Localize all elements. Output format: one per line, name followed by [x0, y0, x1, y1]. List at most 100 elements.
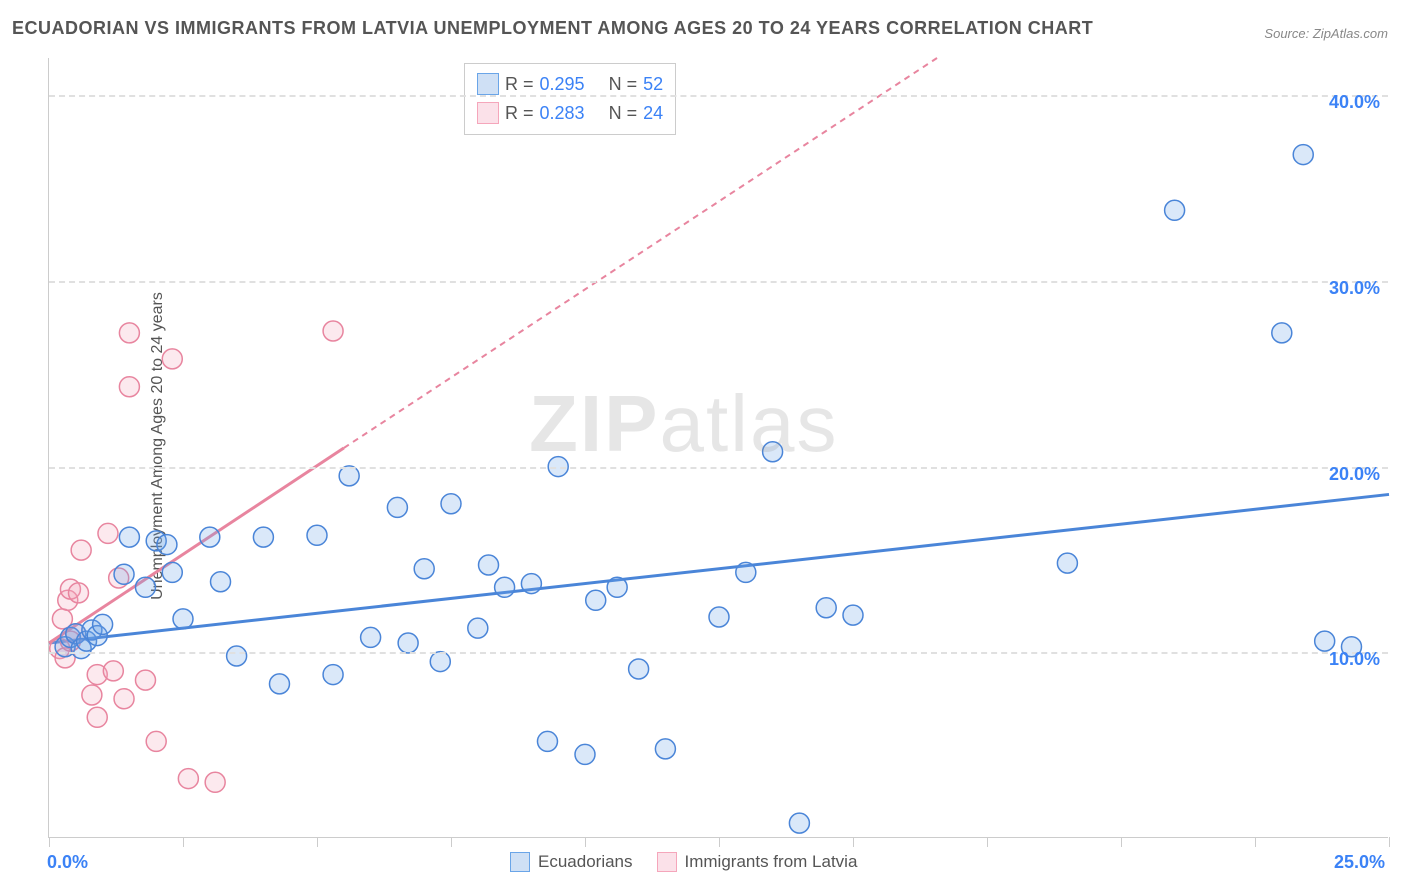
- data-point: [114, 689, 134, 709]
- y-tick-label: 20.0%: [1329, 464, 1380, 485]
- data-point: [655, 739, 675, 759]
- data-point: [119, 527, 139, 547]
- data-point: [269, 674, 289, 694]
- data-point: [323, 321, 343, 341]
- grid-line: [49, 652, 1388, 654]
- data-point: [135, 670, 155, 690]
- data-point: [441, 494, 461, 514]
- x-tick: [585, 837, 586, 847]
- data-point: [103, 661, 123, 681]
- data-point: [843, 605, 863, 625]
- grid-line: [49, 95, 1388, 97]
- data-point: [468, 618, 488, 638]
- data-point: [307, 525, 327, 545]
- data-point: [205, 772, 225, 792]
- x-tick: [1121, 837, 1122, 847]
- data-point: [178, 769, 198, 789]
- data-point: [98, 523, 118, 543]
- legend-swatch-pink-2: [657, 852, 677, 872]
- correlation-legend: R = 0.295 N = 52 R = 0.283 N = 24: [464, 63, 676, 135]
- data-point: [162, 562, 182, 582]
- data-point: [71, 540, 91, 560]
- legend-label: Immigrants from Latvia: [685, 852, 858, 872]
- plot-svg: [49, 58, 1388, 837]
- data-point: [361, 627, 381, 647]
- plot-area: ZIPatlas R = 0.295 N = 52 R = 0.283 N = …: [48, 58, 1388, 838]
- x-tick: [317, 837, 318, 847]
- data-point: [119, 323, 139, 343]
- source-link[interactable]: ZipAtlas.com: [1313, 26, 1388, 41]
- data-point: [173, 609, 193, 629]
- data-point: [146, 731, 166, 751]
- data-point: [575, 744, 595, 764]
- legend-swatch-blue: [477, 73, 499, 95]
- x-tick: [719, 837, 720, 847]
- data-point: [398, 633, 418, 653]
- data-point: [93, 614, 113, 634]
- data-point: [253, 527, 273, 547]
- r-label: R =: [505, 99, 534, 128]
- data-point: [414, 559, 434, 579]
- data-point: [495, 577, 515, 597]
- data-point: [339, 466, 359, 486]
- x-tick: [1255, 837, 1256, 847]
- data-point: [162, 349, 182, 369]
- data-point: [114, 564, 134, 584]
- data-point: [87, 707, 107, 727]
- data-point: [521, 574, 541, 594]
- x-tick-label: 25.0%: [1334, 852, 1385, 873]
- n-value-pink: 24: [643, 99, 663, 128]
- grid-line: [49, 281, 1388, 283]
- x-tick-label: 0.0%: [47, 852, 88, 873]
- legend-label: Ecuadorians: [538, 852, 633, 872]
- data-point: [537, 731, 557, 751]
- data-point: [789, 813, 809, 833]
- data-point: [68, 583, 88, 603]
- data-point: [135, 577, 155, 597]
- legend-item-ecuadorians: Ecuadorians: [510, 852, 633, 872]
- data-point: [479, 555, 499, 575]
- data-point: [157, 535, 177, 555]
- data-point: [82, 685, 102, 705]
- data-point: [736, 562, 756, 582]
- source-attribution: Source: ZipAtlas.com: [1264, 26, 1388, 41]
- y-tick-label: 40.0%: [1329, 92, 1380, 113]
- x-tick: [853, 837, 854, 847]
- x-tick: [49, 837, 50, 847]
- data-point: [227, 646, 247, 666]
- data-point: [607, 577, 627, 597]
- data-point: [1165, 200, 1185, 220]
- chart-title: ECUADORIAN VS IMMIGRANTS FROM LATVIA UNE…: [12, 18, 1093, 39]
- data-point: [323, 665, 343, 685]
- x-tick: [1389, 837, 1390, 847]
- data-point: [1057, 553, 1077, 573]
- data-point: [1293, 145, 1313, 165]
- r-value-pink: 0.283: [540, 99, 585, 128]
- data-point: [1315, 631, 1335, 651]
- chart-container: ECUADORIAN VS IMMIGRANTS FROM LATVIA UNE…: [0, 0, 1406, 892]
- legend-swatch-pink: [477, 102, 499, 124]
- data-point: [430, 652, 450, 672]
- x-tick: [987, 837, 988, 847]
- y-tick-label: 30.0%: [1329, 278, 1380, 299]
- legend-row-latvia: R = 0.283 N = 24: [477, 99, 663, 128]
- data-point: [387, 497, 407, 517]
- data-point: [211, 572, 231, 592]
- grid-line: [49, 467, 1388, 469]
- y-tick-label: 10.0%: [1329, 649, 1380, 670]
- data-point: [200, 527, 220, 547]
- source-prefix: Source:: [1264, 26, 1309, 41]
- data-point: [629, 659, 649, 679]
- series-legend: Ecuadorians Immigrants from Latvia: [510, 852, 857, 872]
- data-point: [119, 377, 139, 397]
- data-point: [763, 442, 783, 462]
- x-tick: [451, 837, 452, 847]
- legend-item-latvia: Immigrants from Latvia: [657, 852, 858, 872]
- data-point: [1272, 323, 1292, 343]
- data-point: [709, 607, 729, 627]
- data-point: [586, 590, 606, 610]
- legend-swatch-blue-2: [510, 852, 530, 872]
- x-tick: [183, 837, 184, 847]
- data-point: [816, 598, 836, 618]
- n-label: N =: [609, 99, 638, 128]
